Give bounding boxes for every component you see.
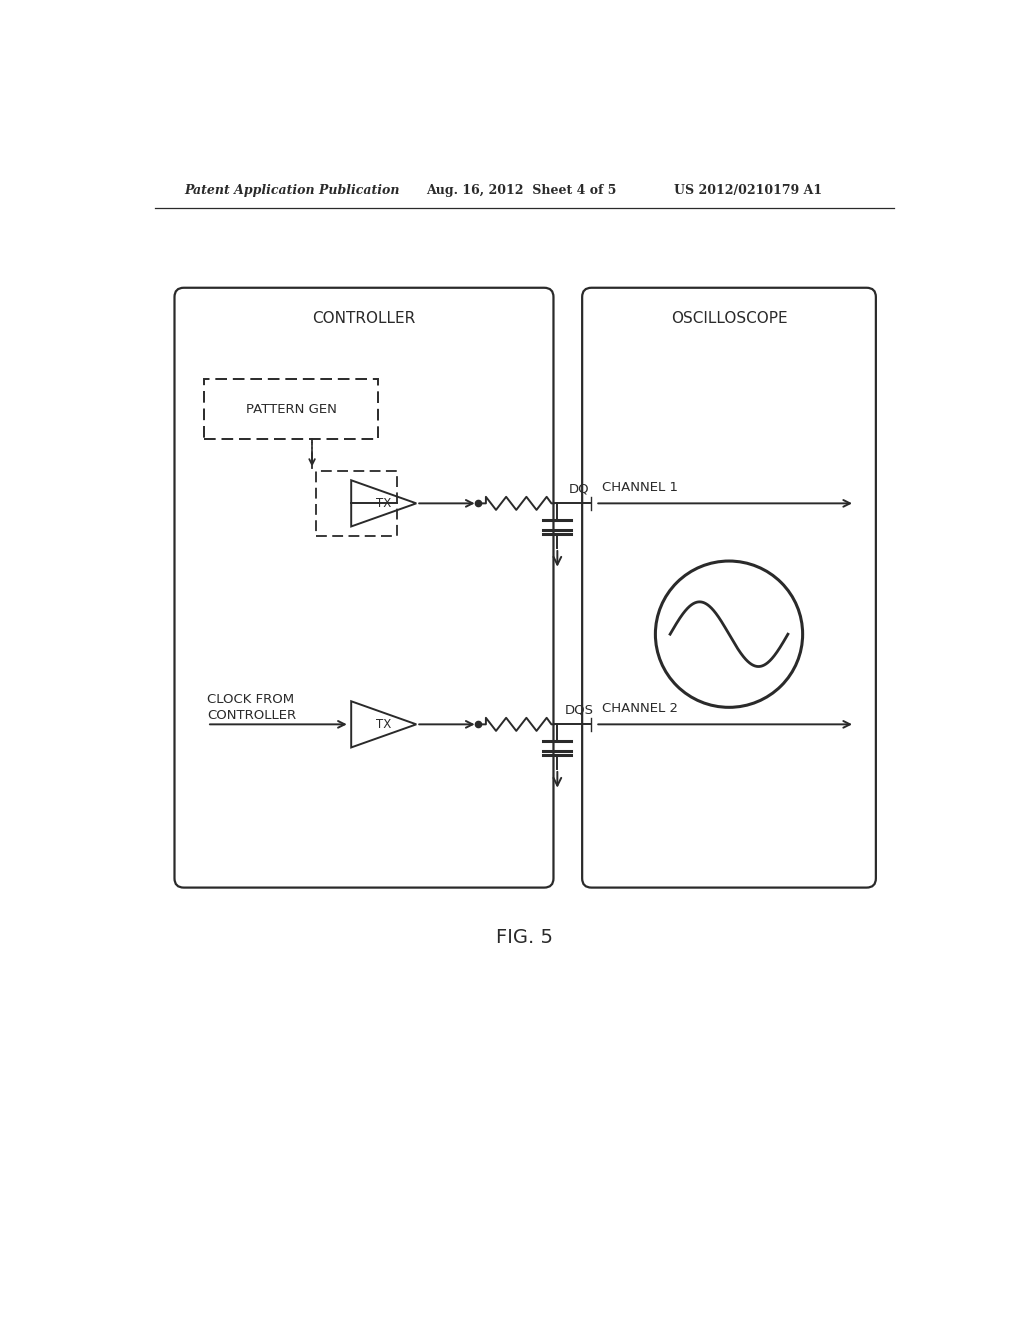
Text: CHANNEL 2: CHANNEL 2 (601, 702, 678, 715)
Text: CONTROLLER: CONTROLLER (312, 312, 416, 326)
Text: Aug. 16, 2012  Sheet 4 of 5: Aug. 16, 2012 Sheet 4 of 5 (426, 185, 616, 197)
Text: OSCILLOSCOPE: OSCILLOSCOPE (671, 312, 787, 326)
Text: Patent Application Publication: Patent Application Publication (183, 185, 399, 197)
Text: FIG. 5: FIG. 5 (497, 928, 553, 948)
Text: PATTERN GEN: PATTERN GEN (246, 403, 337, 416)
Text: DQ: DQ (568, 483, 590, 496)
Text: CHANNEL 1: CHANNEL 1 (601, 480, 678, 494)
Text: CLOCK FROM
CONTROLLER: CLOCK FROM CONTROLLER (207, 693, 296, 722)
Text: TX: TX (376, 496, 391, 510)
Text: DQS: DQS (564, 704, 594, 717)
Text: US 2012/0210179 A1: US 2012/0210179 A1 (675, 185, 822, 197)
Text: TX: TX (376, 718, 391, 731)
